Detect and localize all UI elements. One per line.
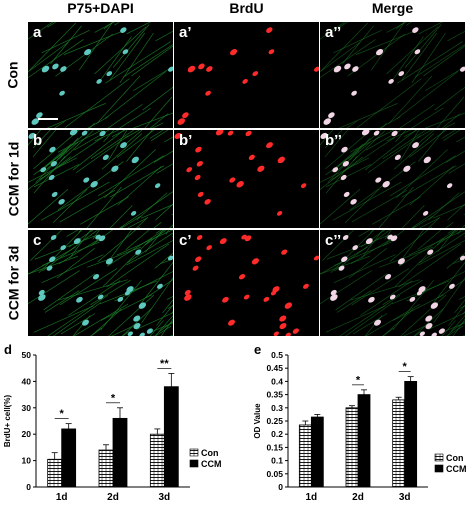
y-tick-label: 0.45 <box>266 363 283 373</box>
y-tick-label: 0.4 <box>271 376 283 386</box>
x-tick-label: 3d <box>399 492 411 503</box>
bar-ccm <box>112 417 128 488</box>
panel-letter: a <box>33 24 42 41</box>
panel-letter: c <box>33 232 42 249</box>
y-tick-label: 0 <box>26 482 31 492</box>
micrograph-merge-3: c’’ <box>320 230 465 336</box>
row-label-ccm-1d-text: CCM for 1d <box>5 141 22 217</box>
significance-marker: * <box>111 392 116 404</box>
legend-swatch-ccm <box>189 459 199 468</box>
panel-letter: b’ <box>179 132 193 149</box>
micrograph-p75-3: c <box>28 230 173 336</box>
panel-letter: a’’ <box>325 24 342 41</box>
y-tick-label: 0.05 <box>266 469 283 479</box>
micrograph-merge-2: b’’ <box>320 130 465 228</box>
column-header-brdu: BrdU <box>229 0 264 16</box>
micrograph-p75-2: b <box>28 130 173 228</box>
row-label-ccm-3d: CCM for 3d <box>0 230 26 336</box>
significance-marker: * <box>403 361 408 373</box>
y-axis-label: OD Value <box>253 403 262 439</box>
micrograph-merge-1: a’’ <box>320 22 465 128</box>
panel-letter: b’’ <box>325 132 342 149</box>
bar-ccm <box>163 386 179 488</box>
y-tick-label: 10 <box>22 456 32 466</box>
legend-label-con: Con <box>446 453 464 463</box>
chart-letter-d: d <box>4 342 12 357</box>
bar-con <box>98 449 114 488</box>
y-tick-label: 0.2 <box>271 429 283 439</box>
y-tick-label: 0.5 <box>271 350 283 360</box>
x-tick-label: 1d <box>56 492 68 503</box>
panel-letter: c’’ <box>325 232 342 249</box>
y-tick-label: 30 <box>22 403 32 413</box>
scale-bar <box>38 118 58 120</box>
legend-swatch-ccm <box>434 464 444 473</box>
row-label-con-text: Con <box>5 61 21 89</box>
y-tick-label: 0 <box>278 482 283 492</box>
column-header-merge: Merge <box>371 0 414 16</box>
od-value-bar-chart: 0 0.05 0.1 0.15 0.2 0.25 0.3 0.35 0.4 0.45 0.5 OD V… <box>253 350 467 503</box>
bar-con <box>392 399 406 488</box>
micrograph-brdu-3: c’ <box>174 230 319 336</box>
bar-ccm <box>357 394 371 488</box>
bar-con <box>47 458 63 488</box>
y-tick-label: 0.15 <box>266 442 283 452</box>
significance-marker: * <box>356 374 361 386</box>
legend-swatch-con <box>434 453 444 462</box>
chart-letter-e: e <box>254 342 262 357</box>
bar-ccm <box>404 381 418 488</box>
significance-marker: * <box>60 408 65 420</box>
legend-label-ccm: CCM <box>201 459 222 469</box>
y-tick-label: 0.35 <box>266 390 283 400</box>
panel-letter: c’ <box>179 232 192 249</box>
bar-con <box>298 424 312 488</box>
row-label-ccm-1d: CCM for 1d <box>0 130 26 228</box>
y-tick-label: 50 <box>22 350 32 360</box>
micrograph-p75-1: a <box>28 22 173 128</box>
panel-letter: b <box>33 132 43 149</box>
row-label-ccm-3d-text: CCM for 3d <box>5 245 22 321</box>
bar-ccm <box>310 416 324 488</box>
y-tick-label: 0.3 <box>271 403 283 413</box>
x-tick-label: 3d <box>158 492 170 503</box>
bar-con <box>345 407 359 488</box>
y-tick-label: 0.1 <box>271 456 283 466</box>
legend-swatch-con <box>189 448 199 457</box>
column-header-p75-dapi: P75+DAPI <box>67 0 134 16</box>
x-tick-label: 1d <box>305 492 317 503</box>
micrograph-brdu-2: b’ <box>174 130 319 228</box>
y-axis-label: BrdU+ cell(%) <box>3 395 12 448</box>
x-tick-label: 2d <box>352 492 364 503</box>
x-tick-label: 2d <box>107 492 119 503</box>
y-tick-label: 20 <box>22 429 32 439</box>
panel-letter: a’ <box>179 24 192 41</box>
legend-label-con: Con <box>201 448 219 458</box>
y-tick-label: 0.25 <box>266 416 283 426</box>
legend-label-ccm: CCM <box>446 464 467 474</box>
y-tick-label: 40 <box>22 376 32 386</box>
micrograph-brdu-1: a’ <box>174 22 319 128</box>
bar-ccm <box>61 428 77 488</box>
bar-con <box>149 433 165 488</box>
significance-marker: ** <box>160 358 169 370</box>
row-label-con: Con <box>0 22 26 128</box>
